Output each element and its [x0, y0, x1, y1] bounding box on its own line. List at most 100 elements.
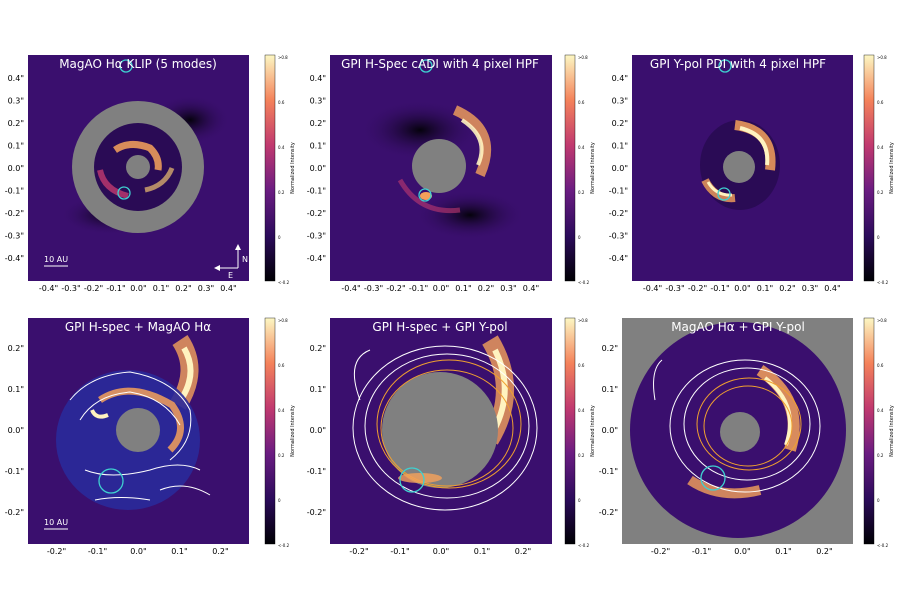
- colorbar-tick-label: 0.2: [278, 190, 285, 195]
- colorbar-tick-label: 0.6: [278, 363, 285, 368]
- x-tick-label: -0.1": [409, 284, 428, 293]
- svg-text:E: E: [228, 271, 233, 280]
- svg-text:N: N: [242, 255, 248, 264]
- x-tick-label: 0.3": [802, 284, 818, 293]
- colorbar: [863, 54, 875, 282]
- planet-marker: [718, 59, 732, 73]
- colorbar-tick-label: 0.6: [578, 100, 585, 105]
- x-tick-label: -0.1": [88, 547, 107, 556]
- x-tick-label: 0.0": [734, 284, 750, 293]
- y-tick-label: 0.2": [8, 344, 24, 353]
- y-tick-label: -0.3": [609, 232, 628, 241]
- planet-marker: [419, 59, 433, 73]
- y-tick-label: 0.2": [310, 344, 326, 353]
- planet-marker: [700, 465, 726, 491]
- colorbar-label: Normalized Intensity: [290, 405, 296, 457]
- y-tick-label: -0.1": [307, 187, 326, 196]
- colorbar-tick-label: >0.8: [278, 318, 288, 323]
- contours: [69, 371, 211, 501]
- colorbar-tick-label: <-0.2: [278, 543, 290, 548]
- y-tick-label: 0.3": [612, 97, 628, 106]
- panel-title: MagAO Hα KLIP (5 modes): [59, 57, 217, 71]
- x-tick-label: -0.4": [39, 284, 58, 293]
- y-tick-label: 0.2": [602, 344, 618, 353]
- planet-marker: [418, 188, 432, 202]
- y-tick-label: 0.1": [8, 142, 24, 151]
- colorbar-tick-label: 0: [578, 498, 581, 503]
- occulter-mask: [720, 412, 760, 452]
- panel-magao-plus-ypol: MagAO Hα + GPI Y-pol: [622, 317, 875, 545]
- colorbar-tick-label: 0: [877, 235, 880, 240]
- y-tick-label: -0.2": [307, 209, 326, 218]
- y-tick-label: 0.0": [8, 426, 24, 435]
- scale-bar: 10 AU: [44, 255, 68, 267]
- colorbar-tick-label: >0.8: [877, 55, 887, 60]
- x-tick-label: 0.4": [523, 284, 539, 293]
- colorbar-tick-label: 0.6: [877, 363, 884, 368]
- colorbar-tick-label: >0.8: [877, 318, 887, 323]
- colorbar-tick-label: 0.4: [278, 145, 285, 150]
- colorbar-tick-label: 0.2: [278, 453, 285, 458]
- panel-magao-klip: MagAO Hα KLIP (5 modes) 10 AU N E: [28, 54, 276, 282]
- x-tick-label: 0.1": [153, 284, 169, 293]
- y-tick-label: 0.0": [8, 164, 24, 173]
- x-tick-label: 0.0": [433, 284, 449, 293]
- colorbar-tick-label: >0.8: [278, 55, 288, 60]
- x-tick-label: 0.0": [734, 547, 750, 556]
- colorbar-label: Normalized Intensity: [889, 405, 895, 457]
- y-tick-label: -0.4": [609, 254, 628, 263]
- colorbar-tick-label: >0.8: [578, 318, 588, 323]
- x-tick-label: 0.0": [433, 547, 449, 556]
- x-tick-label: -0.1": [390, 547, 409, 556]
- colorbar: [264, 54, 276, 282]
- panel-title: GPI H-Spec cADI with 4 pixel HPF: [341, 57, 539, 71]
- svg-text:10 AU: 10 AU: [44, 255, 68, 264]
- x-tick-label: 0.1": [474, 547, 490, 556]
- y-tick-label: -0.1": [609, 187, 628, 196]
- y-tick-label: -0.4": [5, 254, 24, 263]
- occulter-mask: [723, 151, 755, 183]
- colorbar-tick-label: 0.2: [877, 190, 884, 195]
- x-tick-label: -0.1": [106, 284, 125, 293]
- y-tick-label: -0.1": [307, 467, 326, 476]
- y-tick-label: 0.1": [612, 142, 628, 151]
- x-tick-label: 0.4": [220, 284, 236, 293]
- y-tick-label: 0.4": [612, 74, 628, 83]
- colorbar-tick-label: 0: [278, 498, 281, 503]
- y-tick-label: 0.1": [310, 385, 326, 394]
- panel-hspec-plus-magao: GPI H-spec + MagAO Hα 10 AU: [28, 317, 276, 545]
- colorbar-tick-label: 0.4: [877, 145, 884, 150]
- x-tick-label: -0.1": [692, 547, 711, 556]
- x-tick-label: -0.4": [643, 284, 662, 293]
- contours: [653, 359, 821, 493]
- x-tick-label: -0.2": [84, 284, 103, 293]
- x-tick-label: -0.4": [341, 284, 360, 293]
- colorbar-tick-label: 0.6: [578, 363, 585, 368]
- colorbar-label: Normalized Intensity: [889, 142, 895, 194]
- x-tick-label: 0.0": [130, 284, 146, 293]
- colorbar-tick-label: <-0.2: [877, 543, 889, 548]
- x-tick-label: -0.1": [710, 284, 729, 293]
- colorbar-tick-label: <-0.2: [578, 280, 590, 285]
- x-tick-label: 0.3": [500, 284, 516, 293]
- x-tick-label: -0.2": [47, 547, 66, 556]
- occulter-mask: [382, 372, 498, 488]
- x-tick-label: -0.2": [688, 284, 707, 293]
- planet-marker: [117, 186, 131, 200]
- colorbar-tick-label: <-0.2: [877, 280, 889, 285]
- colorbar-tick-label: <-0.2: [278, 280, 290, 285]
- y-tick-label: -0.2": [599, 508, 618, 517]
- x-tick-label: 0.0": [130, 547, 146, 556]
- y-tick-label: -0.2": [609, 209, 628, 218]
- y-tick-label: -0.1": [599, 467, 618, 476]
- colorbar: [564, 54, 576, 282]
- y-tick-label: -0.3": [5, 232, 24, 241]
- svg-text:10 AU: 10 AU: [44, 518, 68, 527]
- y-tick-label: -0.2": [307, 508, 326, 517]
- x-tick-label: 0.4": [824, 284, 840, 293]
- colorbar-label: Normalized Intensity: [290, 142, 296, 194]
- panel-gpi-hspec-cadi: GPI H-Spec cADI with 4 pixel HPF: [330, 54, 576, 282]
- x-tick-label: 0.2": [779, 284, 795, 293]
- colorbar-tick-label: 0.4: [278, 408, 285, 413]
